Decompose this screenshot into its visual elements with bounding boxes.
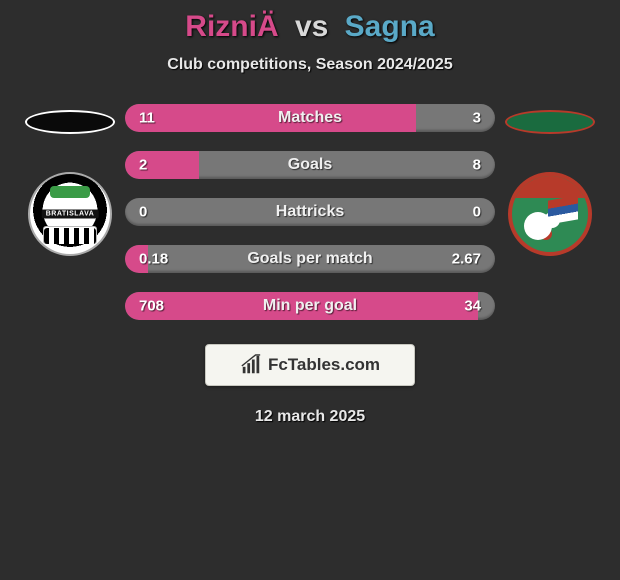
stats-column: 11 Matches 3 2 Goals 8 0 Hattricks 0 0.18 Goals pe… <box>125 104 495 320</box>
title-player2: Sagna <box>345 10 435 43</box>
stat-bar: 708 Min per goal 34 <box>125 292 495 320</box>
club-crest-left: BRATISLAVA <box>28 172 112 256</box>
stat-bar-fill-left <box>125 151 199 179</box>
club-crest-right <box>508 172 592 256</box>
brand-badge[interactable]: FcTables.com <box>205 344 415 386</box>
title-vs: vs <box>295 10 328 43</box>
crest-left-label: BRATISLAVA <box>42 210 99 219</box>
stat-value-left: 708 <box>139 298 164 315</box>
date-label: 12 march 2025 <box>255 408 365 426</box>
page-title: RizniÄ vs Sagna <box>185 10 434 44</box>
main-row: BRATISLAVA 11Matches32Goals80Hattricks00… <box>0 104 620 320</box>
crest-right-flag <box>548 195 578 224</box>
left-column: BRATISLAVA <box>15 104 125 256</box>
stat-bar-fill-left <box>125 104 416 132</box>
stat-value-right: 3 <box>473 110 481 127</box>
color-swatch-right <box>505 110 595 134</box>
chart-icon <box>240 354 262 376</box>
stat-label: Hattricks <box>276 203 344 221</box>
stat-bar: 0 Hattricks 0 <box>125 198 495 226</box>
stat-value-left: 0 <box>139 204 147 221</box>
root: RizniÄ vs Sagna Club competitions, Seaso… <box>0 0 620 436</box>
stat-value-left: 2 <box>139 157 147 174</box>
right-column <box>495 104 605 256</box>
stat-label: Min per goal <box>263 297 357 315</box>
color-swatch-left <box>25 110 115 134</box>
stat-value-right: 2.67 <box>452 251 481 268</box>
stat-bar: 2 Goals 8 <box>125 151 495 179</box>
stat-bar: 0.18 Goals per match 2.67 <box>125 245 495 273</box>
stat-value-left: 11 <box>139 110 155 127</box>
stat-value-right: 0 <box>473 204 481 221</box>
stat-label: Matches <box>278 109 342 127</box>
title-player1: RizniÄ <box>185 10 278 43</box>
stat-label: Goals per match <box>247 250 372 268</box>
stat-bar: 11 Matches 3 <box>125 104 495 132</box>
subtitle: Club competitions, Season 2024/2025 <box>167 56 452 74</box>
stat-value-right: 8 <box>473 157 481 174</box>
stat-label: Goals <box>288 156 332 174</box>
stat-value-right: 34 <box>464 298 481 315</box>
brand-text: FcTables.com <box>268 355 380 375</box>
crest-left-stripes <box>44 228 96 244</box>
stat-value-left: 0.18 <box>139 251 168 268</box>
